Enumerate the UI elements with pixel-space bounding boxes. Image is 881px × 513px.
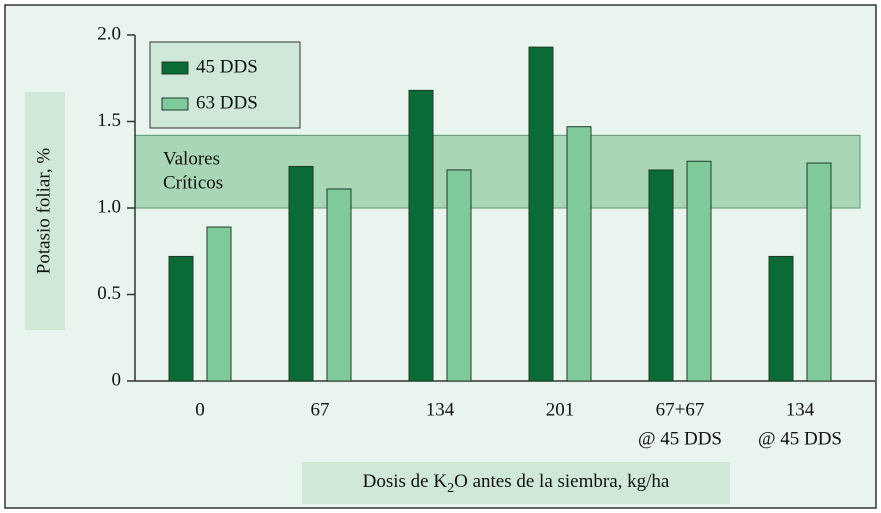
bar: [686, 160, 712, 382]
y-tick-label: 0: [112, 369, 122, 390]
x-tick-label: 134: [426, 399, 455, 420]
bar: [806, 162, 832, 382]
x-label-part: O antes de la siembra, kg/ha: [454, 471, 670, 492]
y-label: Potasio foliar, %: [33, 148, 54, 275]
x-tick-sublabel: @ 45 DDS: [758, 428, 842, 449]
legend-box: [149, 41, 301, 129]
x-label-box: [302, 462, 730, 504]
bar: [566, 126, 592, 382]
bar: [288, 165, 314, 382]
x-label-sub: 2: [447, 481, 454, 496]
bar: [648, 169, 674, 382]
bar: [768, 255, 794, 382]
bar: [528, 46, 554, 382]
bar: [408, 89, 434, 382]
bar: [446, 169, 472, 382]
y-tick-label: 2.0: [97, 23, 121, 44]
x-label: Dosis de K2O antes de la siembra, kg/ha: [363, 471, 670, 496]
x-tick-label: 201: [546, 399, 575, 420]
bar: [326, 188, 352, 382]
x-tick-sublabel: @ 45 DDS: [638, 428, 722, 449]
legend-swatch: [161, 97, 189, 111]
y-label-box: [25, 92, 65, 330]
critical-band: [134, 134, 861, 209]
y-tick-label: 1.5: [97, 110, 121, 131]
bar: [168, 255, 194, 382]
band-label: Valores: [163, 148, 220, 169]
legend-label: 45 DDS: [196, 56, 258, 77]
y-tick-label: 0.5: [97, 283, 121, 304]
y-tick-label: 1.0: [97, 196, 121, 217]
legend-swatch: [161, 61, 189, 75]
x-label-part: Dosis de K: [363, 471, 448, 492]
x-tick-label: 67+67: [656, 399, 705, 420]
band-label: Críticos: [163, 172, 223, 193]
x-tick-label: 67: [311, 399, 330, 420]
bar: [206, 226, 232, 382]
x-tick-label: 134: [786, 399, 815, 420]
legend-label: 63 DDS: [196, 92, 258, 113]
x-tick-label: 0: [195, 399, 205, 420]
